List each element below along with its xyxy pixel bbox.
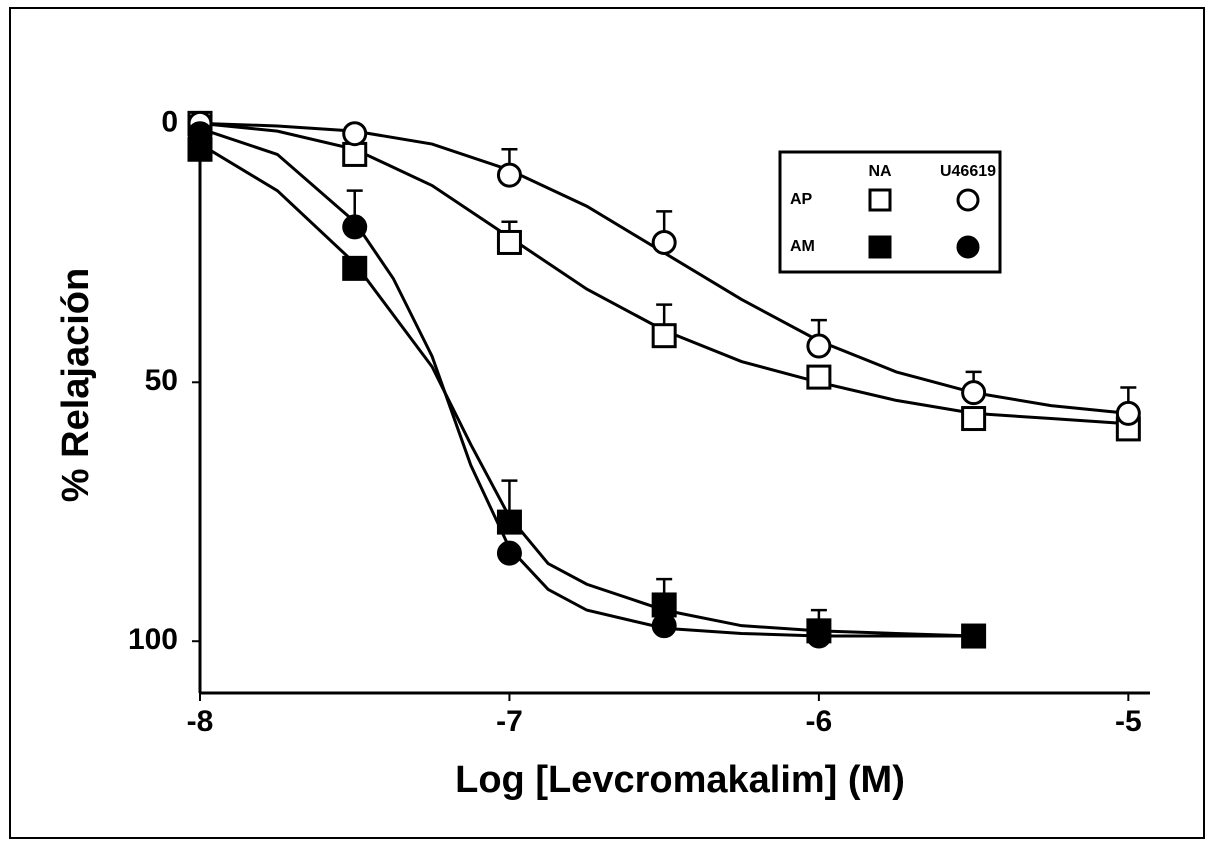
marker: [961, 623, 987, 649]
marker: [961, 380, 987, 406]
marker: [651, 323, 677, 349]
x-tick-label: -7: [496, 705, 523, 738]
legend-marker: [956, 235, 980, 259]
marker: [496, 540, 522, 566]
marker: [496, 509, 522, 535]
marker: [496, 229, 522, 255]
marker: [961, 406, 987, 432]
x-tick-label: -5: [1115, 705, 1142, 738]
marker: [496, 162, 522, 188]
marker: [1115, 400, 1141, 426]
marker: [806, 364, 832, 390]
legend-marker: [868, 235, 892, 259]
legend-row: AP: [790, 191, 813, 208]
x-tick-label: -6: [806, 705, 833, 738]
frame: [9, 7, 1205, 839]
legend-marker: [868, 188, 892, 212]
y-tick-label: 0: [161, 105, 178, 138]
marker: [651, 613, 677, 639]
y-axis-title: % Relajación: [55, 268, 97, 502]
marker: [806, 333, 832, 359]
x-tick-label: -8: [187, 705, 214, 738]
marker: [651, 229, 677, 255]
legend: NA U46619 AP AM: [778, 150, 1002, 274]
y-tick-label: 100: [128, 623, 178, 656]
marker: [651, 592, 677, 618]
marker: [342, 121, 368, 147]
marker: [342, 214, 368, 240]
legend-marker: [956, 188, 980, 212]
y-tick-label: 50: [145, 364, 178, 397]
legend-column: U46619: [940, 163, 996, 180]
marker: [806, 623, 832, 649]
marker: [342, 141, 368, 167]
x-axis-title: Log [Levcromakalim] (M): [455, 759, 905, 801]
legend-column: NA: [868, 163, 892, 180]
legend-row: AM: [790, 238, 815, 255]
marker: [187, 121, 213, 147]
marker: [342, 255, 368, 281]
